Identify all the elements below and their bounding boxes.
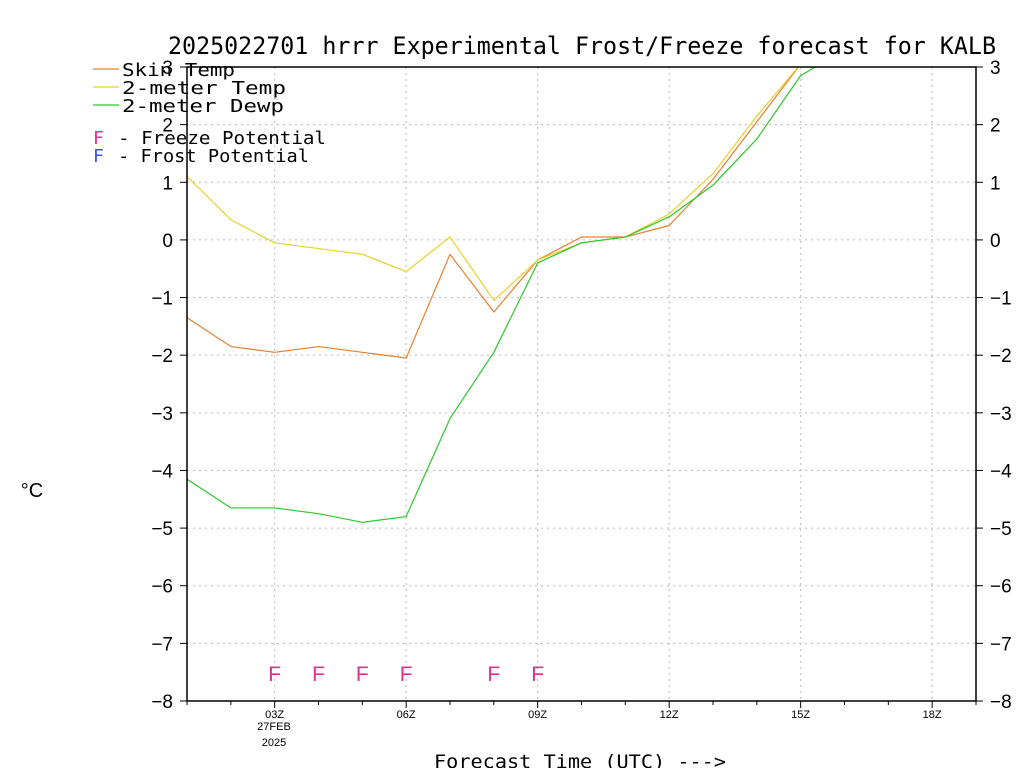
x-axis-label: Forecast Time (UTC) --->	[434, 751, 726, 768]
series-layer	[187, 67, 817, 523]
y-tick-label-left: −5	[151, 519, 173, 540]
y-tick-label-left: 2	[162, 116, 173, 137]
legend: Skin Temp 2-meter Temp 2-meter Dewp F - …	[93, 60, 326, 167]
series-line-0	[187, 67, 800, 359]
y-tick-label-left: 0	[162, 231, 173, 252]
y-tick-label-right: −7	[990, 634, 1012, 655]
x-axis: 03Z 06Z 09Z 12Z 15Z 18Z	[186, 701, 977, 721]
y-tick-label-right: −6	[990, 577, 1012, 598]
y-axis: −8 −8 −7 −7 −6 −6 −5 −5 −4 −4 −3 −3 −2 −2 −1 −1 0 0 1 1 2 2 3 3	[151, 58, 1012, 713]
y-tick-label-right: 1	[990, 173, 1001, 194]
date-label-day: 27FEB	[257, 721, 291, 733]
y-tick-label-right: 2	[990, 116, 1001, 137]
y-tick-label-left: 1	[162, 173, 173, 194]
legend-freeze-label: - Freeze Potential	[118, 128, 326, 149]
y-tick-label-left: −8	[151, 692, 173, 713]
x-tick-label: 06Z	[397, 709, 416, 721]
y-tick-label-right: −3	[990, 404, 1012, 425]
y-tick-label-left: −1	[151, 289, 173, 310]
freeze-potential-marker: F	[356, 663, 369, 686]
y-tick-label-left: −2	[151, 346, 173, 367]
freeze-potential-marker: F	[312, 663, 325, 686]
freeze-potential-marker: F	[400, 663, 413, 686]
x-tick-label: 12Z	[660, 709, 679, 721]
y-tick-label-right: 3	[990, 58, 1001, 79]
x-tick-label: 09Z	[528, 709, 547, 721]
legend-freeze-letter: F	[93, 128, 104, 149]
legend-frost-label: - Frost Potential	[118, 146, 309, 167]
x-tick-label: 18Z	[923, 709, 942, 721]
y-tick-label-right: −2	[990, 346, 1012, 367]
x-tick-label: 03Z	[265, 709, 284, 721]
y-tick-label-right: −1	[990, 289, 1012, 310]
legend-label-2m-temp: 2-meter Temp	[122, 78, 286, 99]
y-tick-label-left: −6	[151, 577, 173, 598]
legend-label-skin-temp: Skin Temp	[122, 60, 235, 81]
chart-title: 2025022701 hrrr Experimental Frost/Freez…	[168, 32, 996, 60]
freeze-potential-marker: F	[487, 663, 500, 686]
y-tick-label-left: −3	[151, 404, 173, 425]
y-tick-label-left: −4	[151, 461, 173, 482]
y-tick-label-right: 0	[990, 231, 1001, 252]
gridlines	[187, 67, 976, 701]
y-axis-unit: °C	[21, 480, 43, 502]
series-line-2	[187, 67, 817, 523]
legend-label-2m-dewp: 2-meter Dewp	[122, 96, 284, 117]
date-label-year: 2025	[262, 737, 286, 749]
y-tick-label-left: 3	[162, 58, 173, 79]
x-tick-label: 15Z	[791, 709, 810, 721]
legend-frost-letter: F	[93, 146, 104, 167]
y-tick-label-right: −5	[990, 519, 1012, 540]
y-tick-label-right: −8	[990, 692, 1012, 713]
y-tick-label-right: −4	[990, 461, 1012, 482]
freeze-potential-marker: F	[531, 663, 544, 686]
y-tick-label-left: −7	[151, 634, 173, 655]
freeze-potential-marker: F	[268, 663, 281, 686]
